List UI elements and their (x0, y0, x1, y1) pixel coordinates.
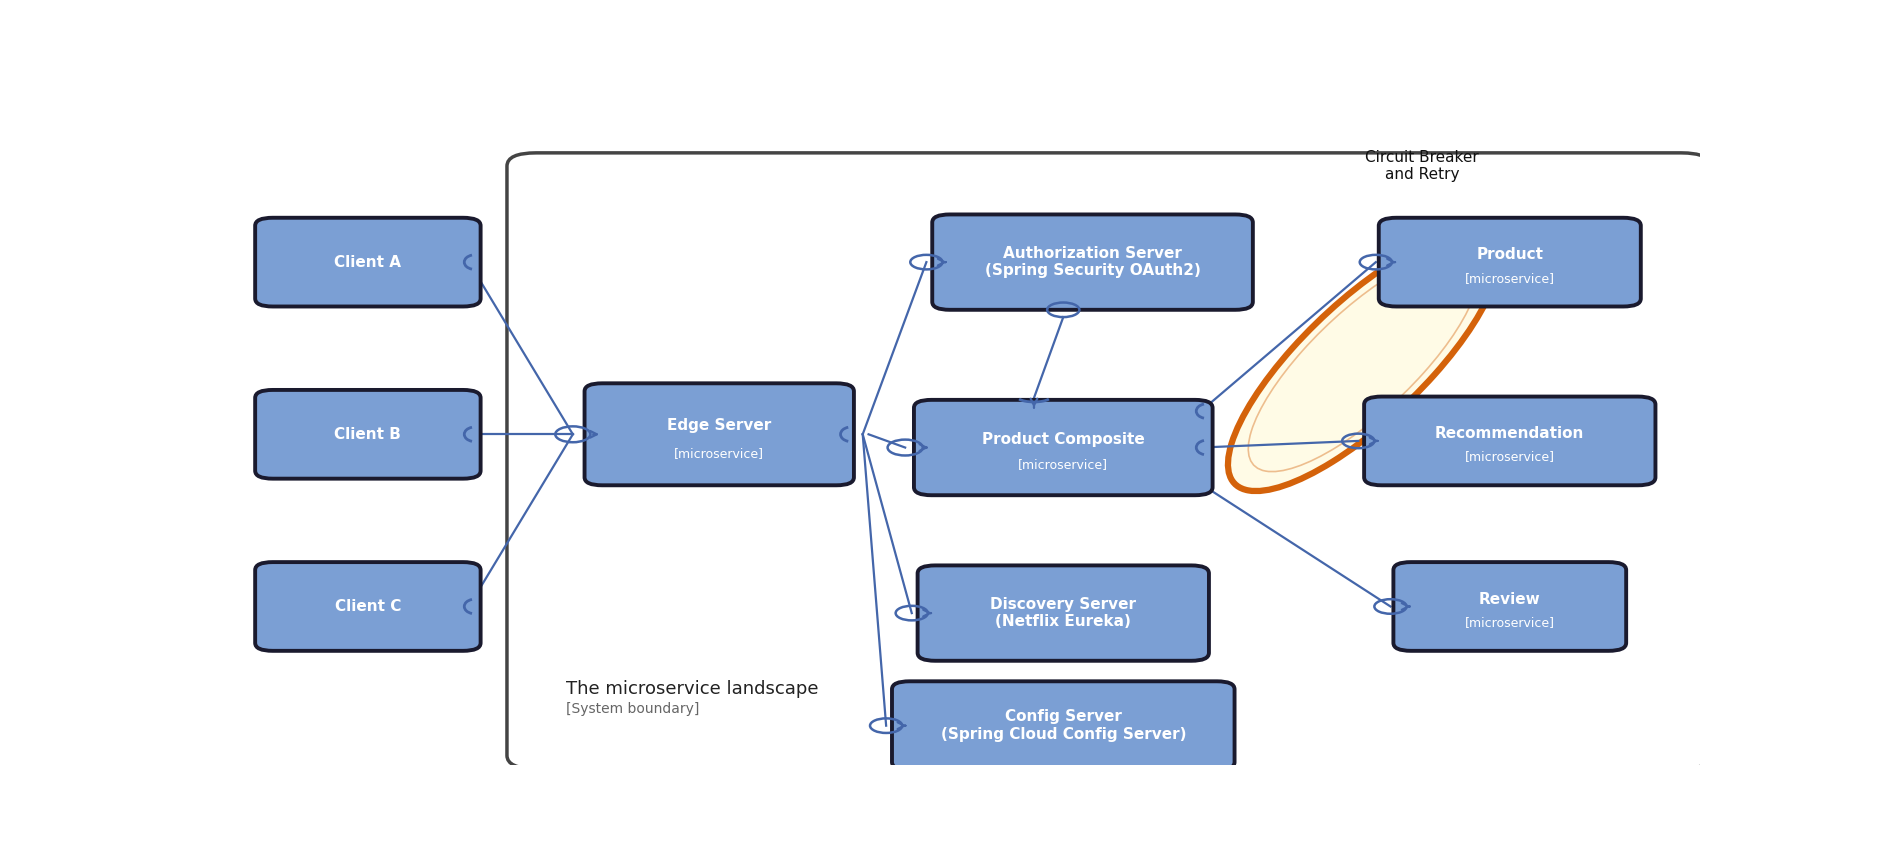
Text: Client C: Client C (334, 599, 400, 614)
FancyBboxPatch shape (584, 384, 854, 485)
Text: [microservice]: [microservice] (1464, 272, 1555, 285)
Text: Circuit Breaker
and Retry: Circuit Breaker and Retry (1366, 150, 1479, 182)
Text: [microservice]: [microservice] (674, 446, 765, 460)
Text: Product: Product (1477, 248, 1543, 262)
Text: [microservice]: [microservice] (1464, 616, 1555, 629)
FancyBboxPatch shape (933, 214, 1252, 310)
Text: Review: Review (1479, 592, 1541, 606)
FancyBboxPatch shape (506, 153, 1710, 769)
Text: Product Composite: Product Composite (982, 432, 1145, 447)
Text: Recommendation: Recommendation (1436, 427, 1585, 441)
Text: Client A: Client A (334, 255, 400, 270)
FancyBboxPatch shape (255, 218, 480, 306)
Text: Edge Server: Edge Server (667, 418, 771, 433)
Text: [microservice]: [microservice] (1018, 458, 1109, 471)
Text: Discovery Server
(Netflix Eureka): Discovery Server (Netflix Eureka) (990, 597, 1137, 630)
FancyBboxPatch shape (1394, 562, 1626, 651)
FancyBboxPatch shape (914, 400, 1213, 495)
Text: [System boundary]: [System boundary] (565, 702, 699, 716)
FancyBboxPatch shape (1379, 218, 1642, 306)
Text: [microservice]: [microservice] (1464, 451, 1555, 464)
Text: Authorization Server
(Spring Security OAuth2): Authorization Server (Spring Security OA… (984, 246, 1201, 279)
FancyBboxPatch shape (918, 565, 1209, 660)
Text: Config Server
(Spring Cloud Config Server): Config Server (Spring Cloud Config Serve… (941, 710, 1186, 742)
Ellipse shape (1228, 232, 1498, 491)
FancyBboxPatch shape (255, 390, 480, 479)
Text: The microservice landscape: The microservice landscape (565, 680, 818, 698)
Text: Client B: Client B (334, 427, 400, 442)
FancyBboxPatch shape (892, 681, 1235, 770)
FancyBboxPatch shape (1364, 396, 1655, 485)
FancyBboxPatch shape (255, 562, 480, 651)
